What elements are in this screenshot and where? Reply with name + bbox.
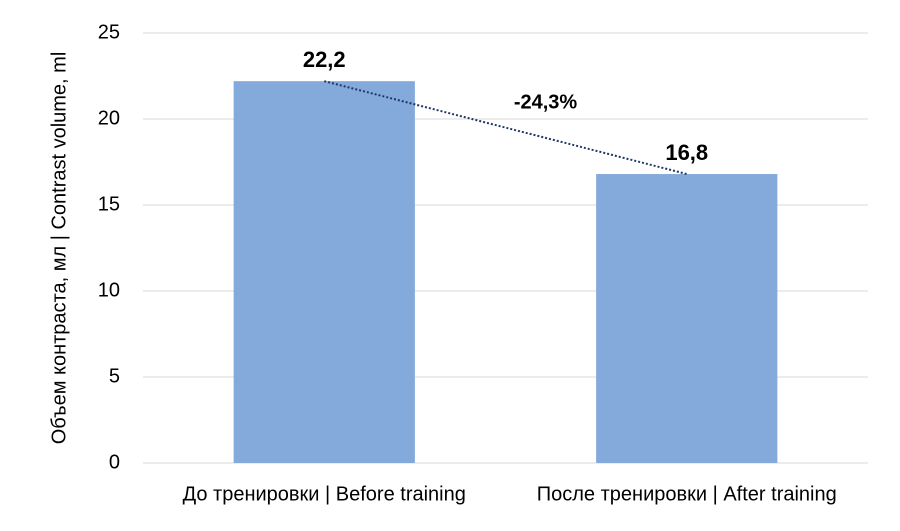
x-tick-label: После тренировки | After training [537,483,837,505]
value-label: 22,2 [303,47,346,72]
annotation: -24,3% [514,91,578,113]
y-tick-label: 5 [109,365,120,387]
bar [596,174,778,464]
y-tick-label: 15 [98,193,120,215]
y-tick-label: 25 [98,21,120,43]
y-tick-label: 20 [98,107,120,129]
value-label: 16,8 [665,140,708,165]
bar [233,81,415,463]
y-tick-label: 0 [109,451,120,473]
x-tick-label: До тренировки | Before training [183,483,466,505]
y-axis-label: Объем контраста, мл | Contrast volume, m… [48,52,70,445]
y-tick-label: 10 [98,279,120,301]
